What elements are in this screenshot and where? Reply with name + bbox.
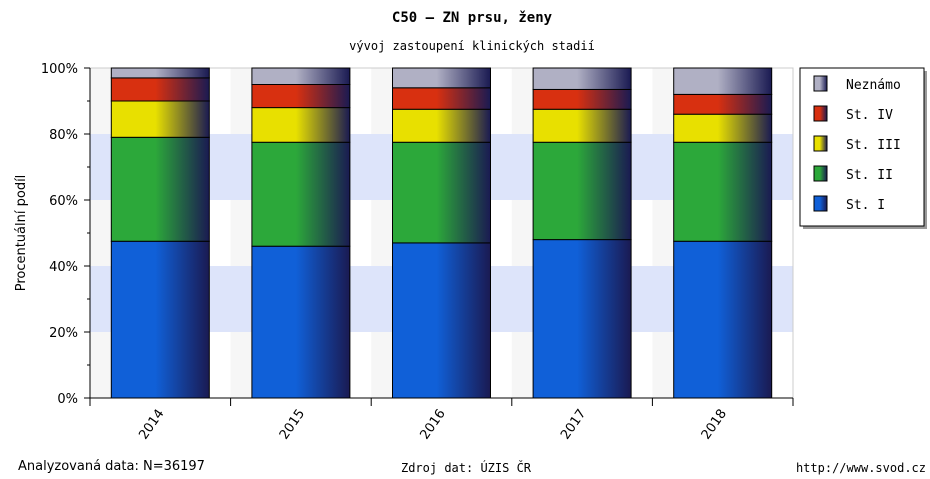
legend-label: Neznámo [846,78,901,93]
y-tick-label: 20% [49,326,78,341]
legend-label: St. I [846,198,885,213]
bar-2016 [392,67,491,399]
bars [110,67,773,399]
bar-segment-ii-2015 [251,141,351,247]
y-tick-label: 80% [49,128,78,143]
bar-2017 [532,67,632,399]
bar-segment-neznamo-2018 [673,67,773,95]
bar-segment-iv-2018 [673,93,773,115]
x-tick-label: 2017 [558,407,589,443]
x-tick-label: 2014 [136,407,167,443]
bar-segment-ii-2016 [392,141,491,244]
chart-subtitle: vývoj zastoupení klinických stadií [349,39,595,53]
bar-segment-i-2017 [532,239,632,399]
bar-segment-iv-2017 [532,88,632,110]
bar-segment-neznamo-2014 [110,67,210,79]
chart-title: C50 – ZN prsu, ženy [392,10,553,26]
bar-segment-ii-2014 [110,136,210,242]
y-axis-label: Procentuální podíl [14,175,29,292]
bar-segment-ii-2018 [673,141,773,242]
bar-segment-iii-2014 [110,100,210,138]
data-source: Zdroj dat: ÚZIS ČR [401,460,532,475]
bar-segment-ii-2017 [532,141,632,241]
bar-segment-neznamo-2015 [251,67,351,85]
x-tick-label: 2018 [699,407,730,443]
y-tick-label: 100% [41,62,78,77]
bar-segment-iii-2017 [532,108,632,143]
bar-segment-i-2014 [110,240,210,399]
bar-2014 [110,67,210,399]
y-tick-label: 60% [49,194,78,209]
bar-segment-iv-2016 [392,87,491,110]
x-tick-label: 2015 [277,407,308,443]
bar-segment-iii-2018 [673,113,773,143]
legend-swatch-neznamo [813,75,828,92]
bar-segment-i-2016 [392,242,491,399]
y-tick-label: 40% [49,260,78,275]
y-tick-label: 0% [57,392,78,407]
legend-swatch-i [813,195,828,212]
bar-segment-iv-2015 [251,84,351,109]
analyzed-data-note: Analyzovaná data: N=36197 [18,459,205,474]
bar-segment-neznamo-2016 [392,67,491,89]
bar-segment-i-2015 [251,245,351,399]
legend-swatch-iii [813,135,828,152]
legend-swatch-ii [813,165,828,182]
x-tick-label: 2016 [418,407,449,443]
legend-swatch-iv [813,105,828,122]
bar-segment-i-2018 [673,240,773,399]
legend-label: St. IV [846,108,893,123]
bar-segment-neznamo-2017 [532,67,632,90]
legend-label: St. III [846,138,901,153]
source-url: http://www.svod.cz [796,461,926,475]
bar-2015 [251,67,351,399]
bar-segment-iii-2016 [392,108,491,143]
bar-segment-iii-2015 [251,107,351,143]
bar-segment-iv-2014 [110,77,210,102]
bar-2018 [673,67,773,399]
legend-label: St. II [846,168,893,183]
legend: Neznámo St. IV St. III St. II St. I [799,67,927,229]
